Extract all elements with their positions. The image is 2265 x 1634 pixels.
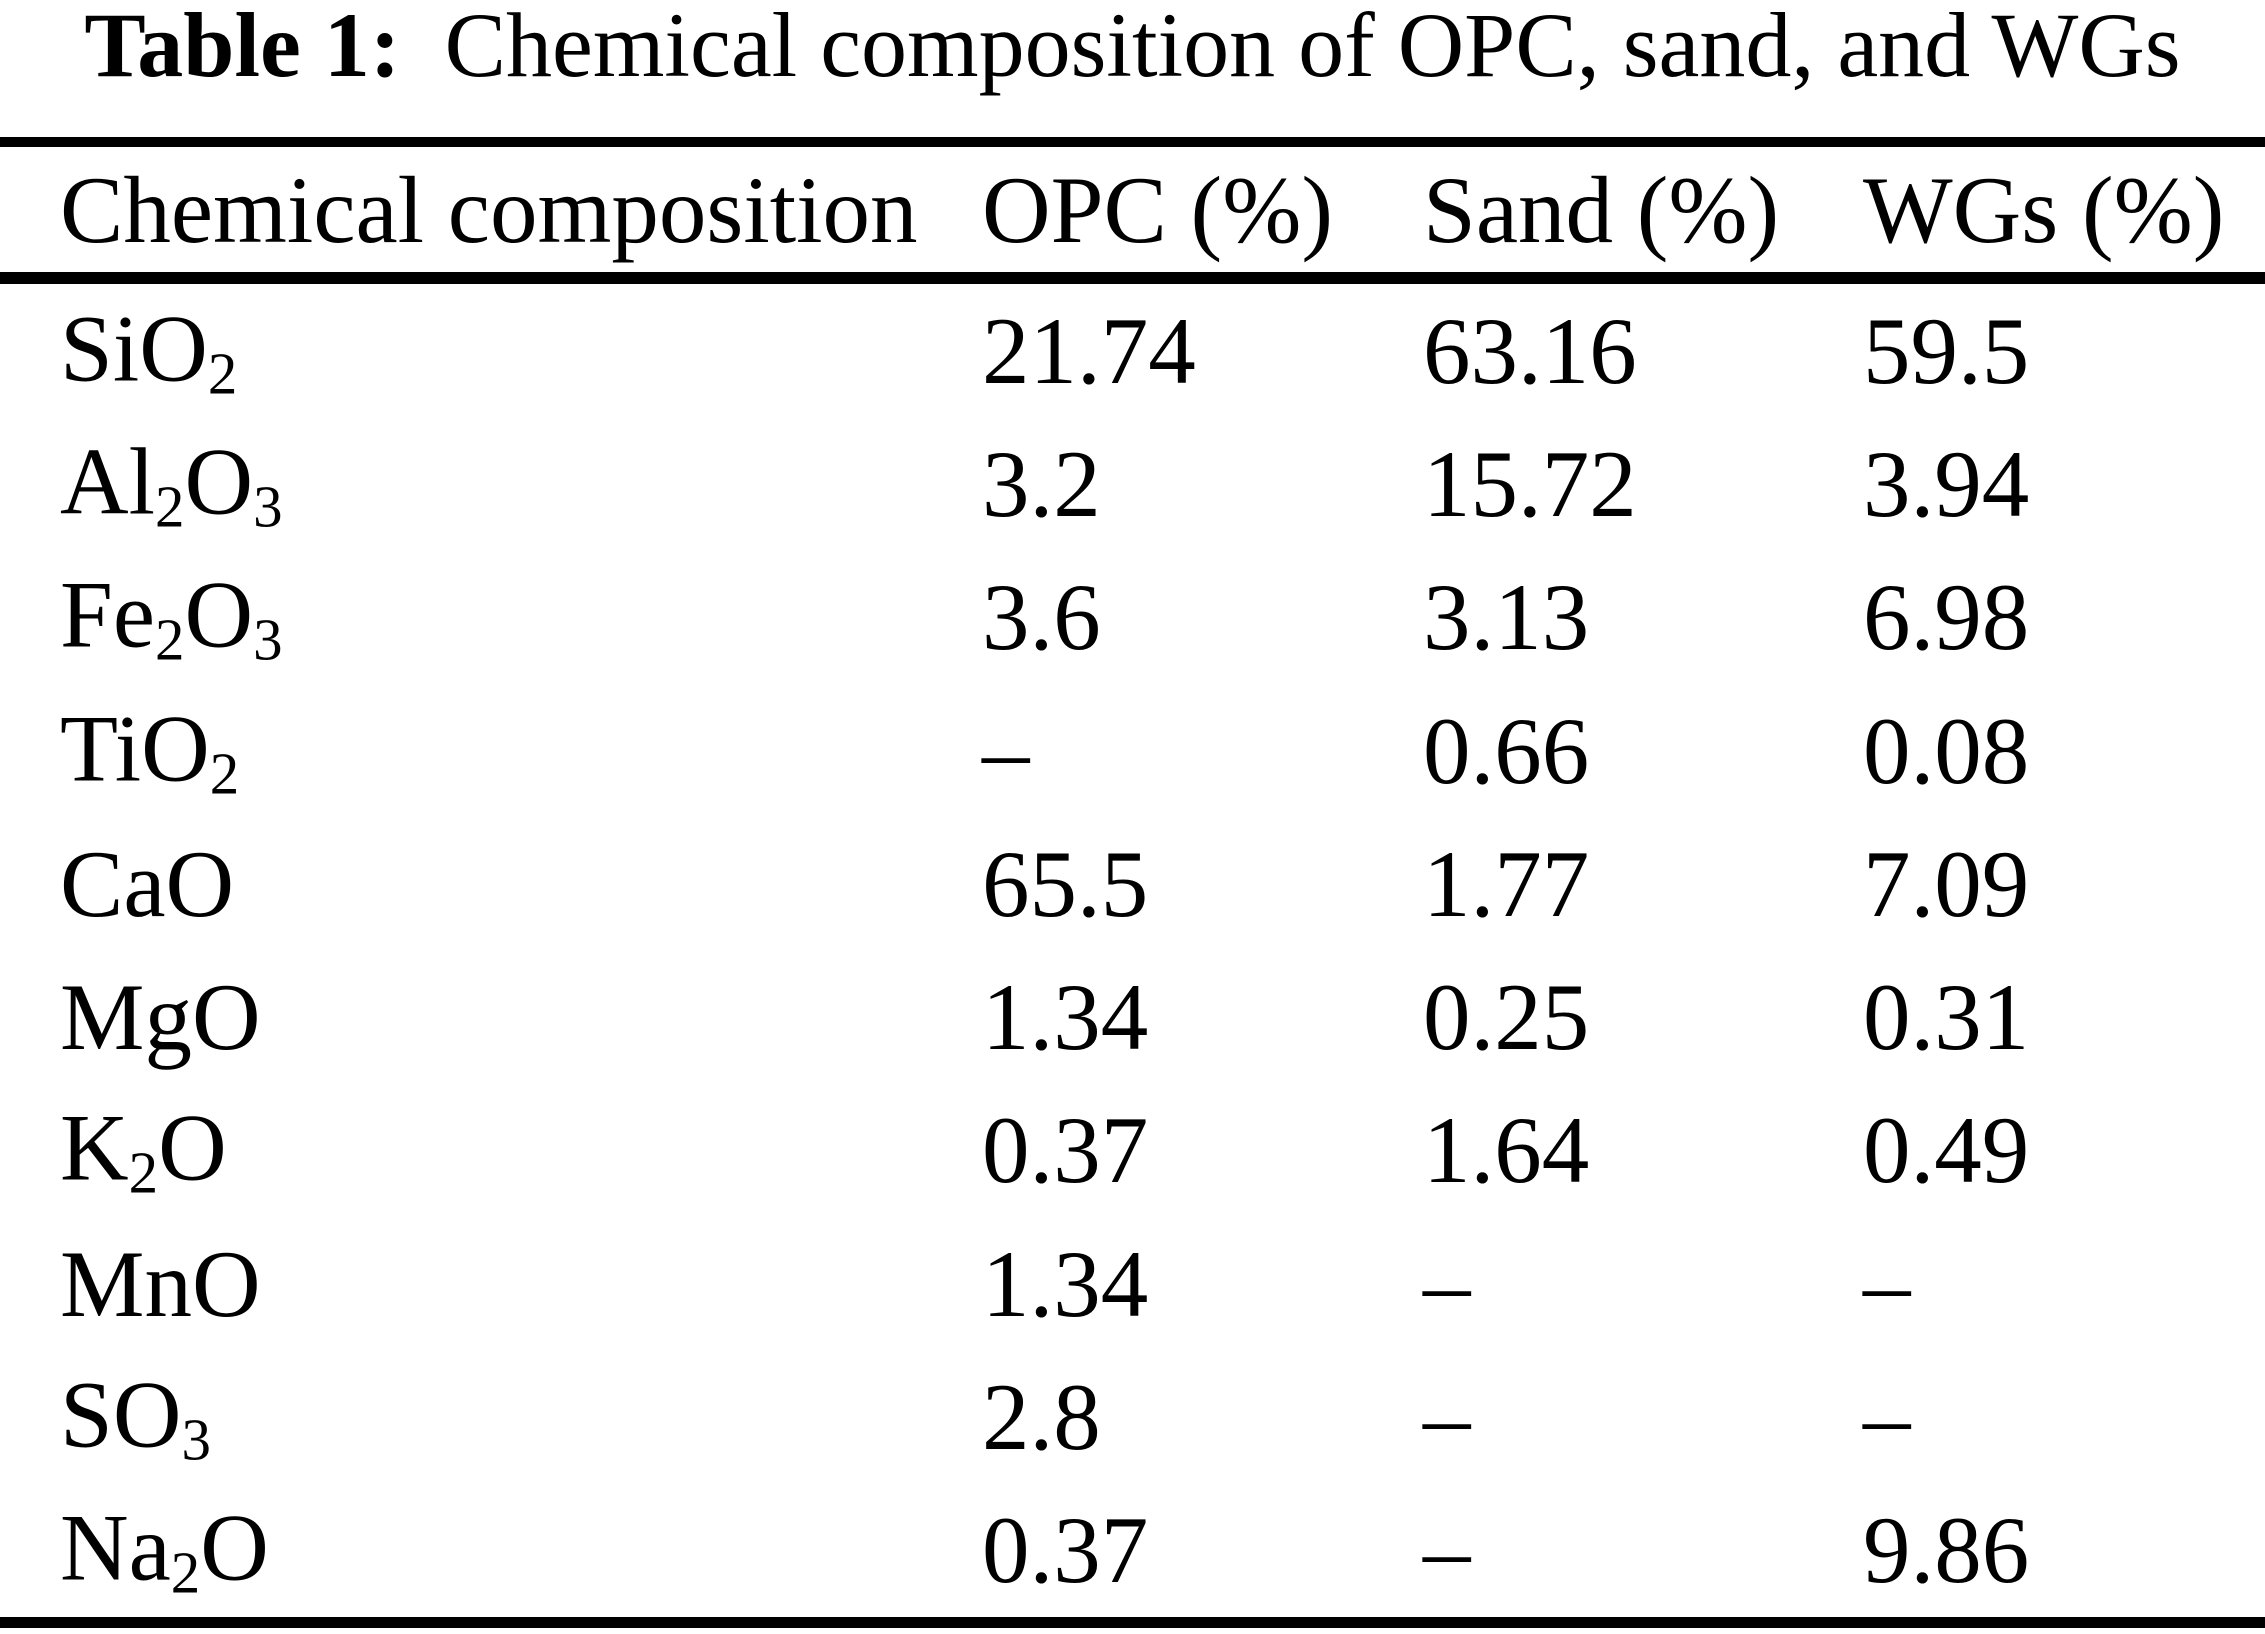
formula-subscript: 2 — [128, 1140, 159, 1206]
formula-text: O — [184, 428, 254, 535]
opc-value: 1.34 — [982, 1230, 1149, 1337]
table-row: Na2O 0.37 – 9.86 — [0, 1484, 2265, 1617]
formula-text: Na — [60, 1494, 171, 1601]
wgs-value: 0.31 — [1863, 964, 2030, 1071]
sand-value: 0.25 — [1423, 964, 1590, 1071]
formula-text: Fe — [60, 561, 155, 668]
wgs-value: 9.86 — [1863, 1497, 2030, 1604]
table-row: SiO2 21.74 63.16 59.5 — [0, 284, 2265, 417]
formula-text: MgO — [60, 964, 261, 1071]
column-header-composition: Chemical composition — [60, 156, 918, 263]
sand-value: – — [1423, 1364, 1471, 1471]
table-bottom-rule — [0, 1617, 2265, 1628]
table-row: MnO 1.34 – – — [0, 1217, 2265, 1350]
opc-value: 3.2 — [982, 430, 1101, 537]
formula-text: O — [158, 1094, 227, 1201]
column-header-wgs: WGs (%) — [1863, 156, 2225, 263]
formula-text: CaO — [60, 830, 235, 937]
formula-text: Al — [60, 428, 155, 535]
table-top-rule — [0, 137, 2265, 147]
caption-text: Chemical composition of OPC, sand, and W… — [444, 0, 2181, 96]
wgs-value: 7.09 — [1863, 830, 2030, 937]
sand-value: 63.16 — [1423, 297, 1637, 404]
chemical-formula: SO3 — [60, 1360, 211, 1475]
formula-text: O — [200, 1494, 269, 1601]
formula-subscript: 2 — [209, 741, 240, 807]
table-row: Al2O3 3.2 15.72 3.94 — [0, 417, 2265, 550]
chemical-formula: MnO — [60, 1229, 261, 1339]
chemical-formula: Na2O — [60, 1493, 269, 1608]
chemical-formula: K2O — [60, 1093, 227, 1208]
formula-text: MnO — [60, 1230, 261, 1337]
formula-text: O — [184, 561, 254, 668]
chemical-formula: Al2O3 — [60, 426, 283, 541]
sand-value: 1.64 — [1423, 1097, 1590, 1204]
sand-value: – — [1423, 1497, 1471, 1604]
wgs-value: 0.49 — [1863, 1097, 2030, 1204]
formula-subscript: 2 — [170, 1540, 201, 1606]
formula-subscript: 2 — [155, 474, 185, 540]
wgs-value: 6.98 — [1863, 564, 2030, 671]
formula-subscript: 3 — [181, 1407, 211, 1473]
formula-subscript: 2 — [155, 607, 185, 673]
table-row: TiO2 – 0.66 0.08 — [0, 684, 2265, 817]
table-body: SiO2 21.74 63.16 59.5 Al2O3 3.2 15.72 3.… — [0, 284, 2265, 1617]
table-caption: Table 1: Chemical composition of OPC, san… — [0, 0, 2265, 103]
opc-value: 2.8 — [982, 1364, 1101, 1471]
formula-text: TiO — [60, 695, 210, 802]
opc-value: 1.34 — [982, 964, 1149, 1071]
column-header-sand: Sand (%) — [1423, 156, 1780, 263]
wgs-value: – — [1863, 1364, 1911, 1471]
chemical-formula: CaO — [60, 829, 234, 939]
sand-value: 3.13 — [1423, 564, 1590, 671]
chemical-formula: Fe2O3 — [60, 560, 283, 675]
table-row: Fe2O3 3.6 3.13 6.98 — [0, 551, 2265, 684]
caption-label: Table 1: — [84, 0, 401, 96]
formula-text: SiO — [60, 295, 208, 402]
formula-subscript: 2 — [207, 341, 238, 407]
opc-value: 21.74 — [982, 297, 1196, 404]
wgs-value: 3.94 — [1863, 430, 2030, 537]
opc-value: 0.37 — [982, 1497, 1149, 1604]
opc-value: 65.5 — [982, 830, 1149, 937]
wgs-value: 59.5 — [1863, 297, 2030, 404]
table-row: CaO 65.5 1.77 7.09 — [0, 817, 2265, 950]
formula-text: K — [60, 1094, 129, 1201]
wgs-value: – — [1863, 1230, 1911, 1337]
chemical-formula: MgO — [60, 962, 261, 1072]
opc-value: – — [982, 697, 1030, 804]
table-mid-rule — [0, 272, 2265, 284]
chemical-formula: TiO2 — [60, 693, 239, 808]
formula-subscript: 3 — [253, 607, 283, 673]
column-header-opc: OPC (%) — [982, 156, 1333, 263]
table-header-row: Chemical composition OPC (%) Sand (%) WG… — [0, 147, 2265, 272]
table-row: K2O 0.37 1.64 0.49 — [0, 1084, 2265, 1217]
opc-value: 0.37 — [982, 1097, 1149, 1204]
wgs-value: 0.08 — [1863, 697, 2030, 804]
sand-value: – — [1423, 1230, 1471, 1337]
table-row: SO3 2.8 – – — [0, 1350, 2265, 1483]
chemical-formula: SiO2 — [60, 293, 237, 408]
sand-value: 0.66 — [1423, 697, 1590, 804]
table-row: MgO 1.34 0.25 0.31 — [0, 950, 2265, 1083]
formula-subscript: 3 — [253, 474, 283, 540]
formula-text: SO — [60, 1361, 182, 1468]
sand-value: 1.77 — [1423, 830, 1590, 937]
opc-value: 3.6 — [982, 564, 1101, 671]
sand-value: 15.72 — [1423, 430, 1637, 537]
